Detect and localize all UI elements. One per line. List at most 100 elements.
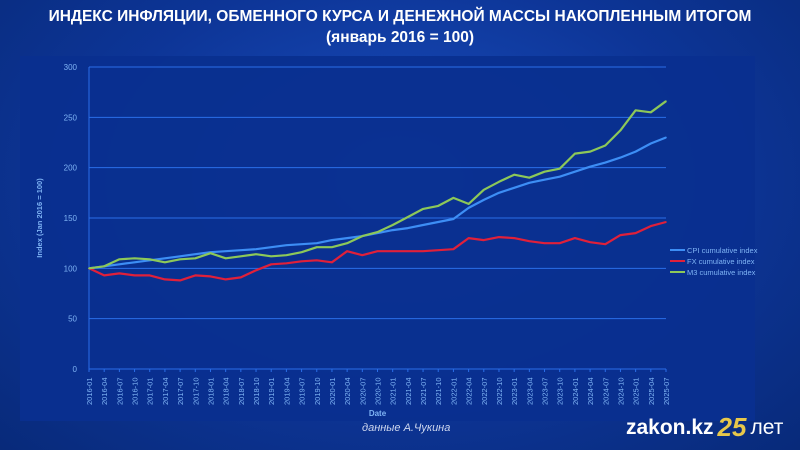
data-point — [498, 180, 500, 183]
y-tick-label: 150 — [64, 214, 78, 223]
x-tick-label: 2022-01 — [449, 377, 458, 405]
y-tick-label: 300 — [64, 63, 78, 72]
data-point — [634, 109, 637, 112]
x-tick-label: 2018-10 — [252, 377, 261, 405]
data-point — [604, 144, 607, 147]
data-point — [604, 243, 607, 245]
data-point — [574, 170, 576, 173]
data-point — [650, 142, 652, 145]
x-tick-label: 2018-01 — [206, 377, 215, 405]
data-point — [209, 275, 212, 278]
data-point — [194, 257, 197, 260]
title-line-2: (январь 2016 = 100) — [326, 29, 474, 46]
x-tick-label: 2017-04 — [161, 377, 170, 405]
data-point — [543, 178, 546, 181]
data-point — [437, 205, 440, 207]
x-tick-label: 2016-04 — [100, 377, 109, 405]
data-point — [528, 176, 531, 179]
data-point — [346, 237, 348, 239]
x-tick-label: 2024-04 — [586, 377, 595, 405]
series-line-0 — [88, 136, 667, 270]
zakon-logo: zakon.kz 25 лет — [626, 412, 783, 443]
data-point — [179, 255, 181, 258]
data-point — [391, 229, 394, 231]
data-point — [224, 250, 227, 253]
y-tick-label: 250 — [64, 113, 78, 122]
x-tick-label: 2017-10 — [191, 377, 200, 405]
data-point — [88, 267, 90, 270]
data-point — [452, 248, 455, 251]
y-axis-label: Index (Jan 2016 = 100) — [35, 178, 44, 258]
x-tick-label: 2017-01 — [146, 377, 155, 405]
data-point — [148, 258, 151, 261]
x-tick-label: 2023-04 — [525, 377, 534, 405]
x-tick-label: 2021-01 — [389, 377, 398, 405]
data-point — [407, 250, 409, 253]
x-tick-label: 2016-01 — [85, 377, 94, 405]
data-point — [148, 274, 151, 277]
data-point — [437, 221, 440, 223]
data-point — [224, 278, 227, 281]
data-point — [558, 175, 561, 178]
data-point — [619, 129, 622, 132]
data-point — [285, 244, 288, 246]
series-line-2 — [88, 100, 667, 270]
data-point — [315, 259, 318, 262]
data-point — [422, 250, 424, 253]
x-tick-label: 2025-07 — [662, 377, 671, 405]
legend-label: CPI cumulative index — [687, 246, 758, 255]
data-point — [179, 258, 181, 261]
data-point — [376, 250, 379, 253]
data-point — [164, 278, 166, 281]
x-tick-label: 2019-10 — [313, 377, 322, 405]
y-tick-label: 200 — [64, 164, 78, 173]
logo-number: 25 — [717, 412, 747, 442]
data-point — [589, 150, 591, 153]
data-point — [467, 203, 470, 205]
data-point — [498, 236, 500, 238]
data-point — [407, 227, 409, 229]
data-point — [331, 239, 333, 241]
x-tick-label: 2020-10 — [374, 377, 383, 405]
data-point — [240, 255, 242, 258]
data-point — [118, 258, 121, 261]
data-point — [589, 241, 591, 243]
data-point — [422, 208, 424, 210]
data-point — [482, 199, 485, 201]
data-point — [558, 242, 561, 244]
x-tick-label: 2016-07 — [115, 377, 124, 405]
x-tick-label: 2020-01 — [328, 377, 337, 405]
data-point — [164, 257, 166, 260]
data-point — [133, 274, 136, 277]
data-point — [391, 224, 394, 226]
data-point — [498, 192, 500, 194]
x-tick-label: 2018-07 — [237, 377, 246, 405]
data-point — [422, 224, 424, 226]
data-point — [650, 225, 652, 227]
data-point — [558, 167, 561, 170]
data-point — [452, 218, 455, 220]
data-point — [482, 239, 485, 241]
data-point — [407, 216, 409, 218]
data-point — [604, 161, 607, 164]
data-point — [133, 257, 136, 260]
data-point — [133, 261, 136, 264]
data-point — [589, 165, 591, 168]
legend-label: FX cumulative index — [687, 257, 755, 266]
chart-title: ИНДЕКС ИНФЛЯЦИИ, ОБМЕННОГО КУРСА И ДЕНЕЖ… — [0, 6, 800, 48]
data-point — [315, 246, 318, 248]
x-tick-label: 2018-04 — [222, 377, 231, 405]
x-tick-label: 2020-04 — [343, 377, 352, 405]
data-point — [665, 136, 667, 139]
x-tick-label: 2016-10 — [131, 377, 140, 405]
data-point — [224, 257, 227, 260]
x-tick-label: 2017-07 — [176, 377, 185, 405]
data-point — [482, 189, 485, 191]
data-point — [391, 250, 394, 253]
x-tick-label: 2025-01 — [632, 377, 641, 405]
y-tick-label: 100 — [64, 264, 78, 273]
data-point — [574, 237, 576, 239]
data-point — [665, 221, 667, 223]
data-credit: данные А.Чукина — [362, 422, 451, 434]
